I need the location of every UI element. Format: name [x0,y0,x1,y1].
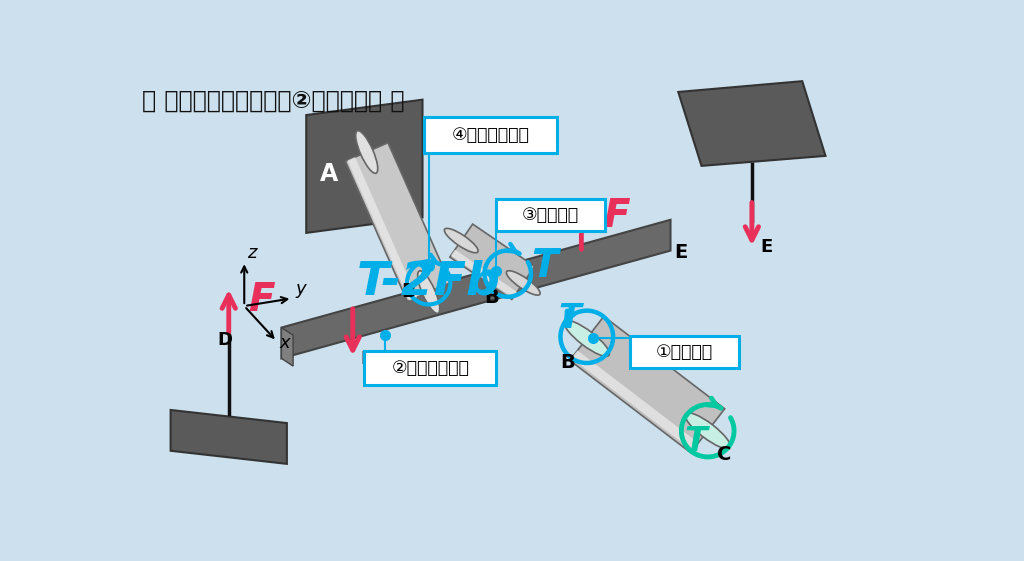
Text: T-2Fb: T-2Fb [356,260,501,305]
Polygon shape [678,81,825,166]
Polygon shape [345,142,450,301]
Text: D: D [217,330,232,348]
FancyBboxPatch shape [424,117,557,153]
Text: B: B [484,288,500,307]
Text: B: B [560,353,575,371]
FancyBboxPatch shape [630,336,738,369]
Polygon shape [569,316,725,453]
Ellipse shape [685,413,730,449]
Text: A: A [321,162,339,186]
Polygon shape [306,100,423,233]
Text: F: F [603,197,630,236]
Text: D: D [360,350,376,368]
Ellipse shape [355,131,378,173]
FancyBboxPatch shape [365,351,496,384]
Ellipse shape [444,228,478,253]
Ellipse shape [418,271,439,314]
Ellipse shape [506,271,540,295]
Text: y: y [295,280,306,298]
Polygon shape [282,328,293,366]
Text: B: B [400,282,416,301]
Polygon shape [450,224,535,300]
Text: ②作用・反作用: ②作用・反作用 [391,358,469,376]
Text: z: z [248,243,257,261]
Polygon shape [347,157,417,301]
Text: ①平衡条件: ①平衡条件 [656,343,713,361]
Text: T: T [559,302,582,334]
Polygon shape [571,351,698,450]
Ellipse shape [564,320,609,356]
Polygon shape [451,250,517,298]
Polygon shape [171,410,287,464]
FancyBboxPatch shape [496,199,604,231]
Text: ③平衡条件: ③平衡条件 [522,206,579,224]
Polygon shape [282,220,671,358]
Text: C: C [717,445,731,464]
Text: E: E [761,238,773,256]
Text: F: F [248,280,274,319]
Text: T: T [531,247,557,285]
Text: 【 ねじりの不静定問題②　自由体図 】: 【 ねじりの不静定問題② 自由体図 】 [142,89,404,113]
Text: ④作用・反作用: ④作用・反作用 [452,126,529,144]
Text: T: T [684,425,708,458]
Text: E: E [675,243,688,263]
Text: x: x [280,334,291,352]
